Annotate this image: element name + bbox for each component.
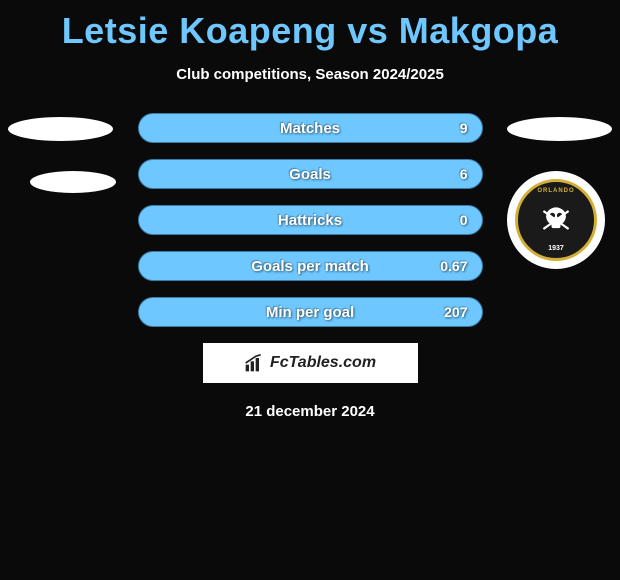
stat-label: Goals per match xyxy=(139,258,482,275)
comparison-content: ORLANDO 1937 Matches 9 Goals 6 xyxy=(0,113,620,420)
club-badge: ORLANDO 1937 xyxy=(507,171,605,269)
stat-label: Goals xyxy=(139,166,482,183)
club-year: 1937 xyxy=(518,245,594,252)
bar-chart-icon xyxy=(244,353,264,373)
comparison-title: Letsie Koapeng vs Makgopa xyxy=(0,0,620,52)
brand-box[interactable]: FcTables.com xyxy=(203,343,418,383)
skull-icon xyxy=(538,202,574,238)
stat-row: Goals per match 0.67 xyxy=(138,251,483,281)
club-name-top: ORLANDO xyxy=(518,188,594,194)
stat-value-right: 207 xyxy=(444,304,467,320)
stat-label: Min per goal xyxy=(139,304,482,321)
stat-row: Matches 9 xyxy=(138,113,483,143)
right-player-icons: ORLANDO 1937 xyxy=(507,113,612,269)
stat-row: Min per goal 207 xyxy=(138,297,483,327)
left-player-icons xyxy=(8,113,116,223)
placeholder-ellipse xyxy=(8,117,113,141)
stat-row: Hattricks 0 xyxy=(138,205,483,235)
brand-text: FcTables.com xyxy=(270,354,376,372)
club-badge-inner: ORLANDO 1937 xyxy=(515,179,597,261)
stat-row: Goals 6 xyxy=(138,159,483,189)
comparison-subtitle: Club competitions, Season 2024/2025 xyxy=(0,66,620,83)
stat-label: Hattricks xyxy=(139,212,482,229)
stat-label: Matches xyxy=(139,120,482,137)
stat-value-right: 0.67 xyxy=(440,258,467,274)
stat-value-right: 9 xyxy=(460,120,468,136)
placeholder-ellipse xyxy=(507,117,612,141)
stat-value-right: 0 xyxy=(460,212,468,228)
stat-value-right: 6 xyxy=(460,166,468,182)
placeholder-ellipse xyxy=(30,171,116,193)
stats-bars: Matches 9 Goals 6 Hattricks 0 Goals per … xyxy=(138,113,483,327)
comparison-date: 21 december 2024 xyxy=(0,403,620,420)
